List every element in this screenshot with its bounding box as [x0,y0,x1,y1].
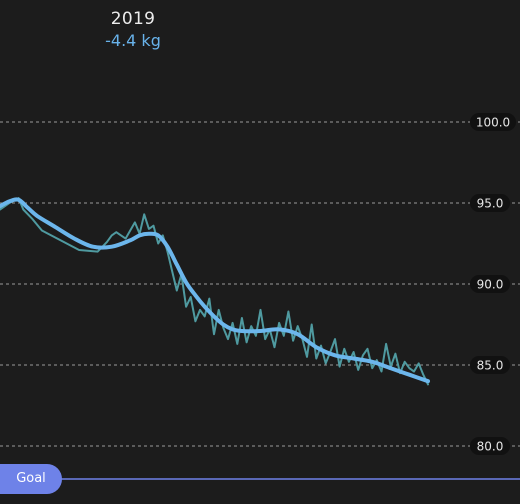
y-tick-label: 85.0 [477,359,504,373]
y-tick-label: 90.0 [477,278,504,292]
tick-label-bg [470,275,510,293]
tick-label-bg [470,194,510,212]
tick-label-bg [470,113,516,131]
y-tick-label: 95.0 [477,197,504,211]
raw-weight-series [0,197,429,386]
tick-label-bg [470,437,510,455]
grid-lines [0,121,520,447]
weight-change: -4.4 kg [105,31,161,50]
raw-weight-line [0,197,429,386]
tick-label-bg [470,356,510,374]
period-summary: 2019 -4.4 kg [73,8,193,52]
period-year: 2019 [110,9,156,29]
trend-weight-series [0,197,430,384]
y-tick-label: 100.0 [476,116,510,130]
goal-button[interactable]: Goal [0,464,62,494]
trend-weight-line [0,197,430,384]
y-tick-labels: 80.0 85.0 90.0 95.0 100.0 [470,113,516,455]
y-tick-label: 80.0 [477,440,504,454]
